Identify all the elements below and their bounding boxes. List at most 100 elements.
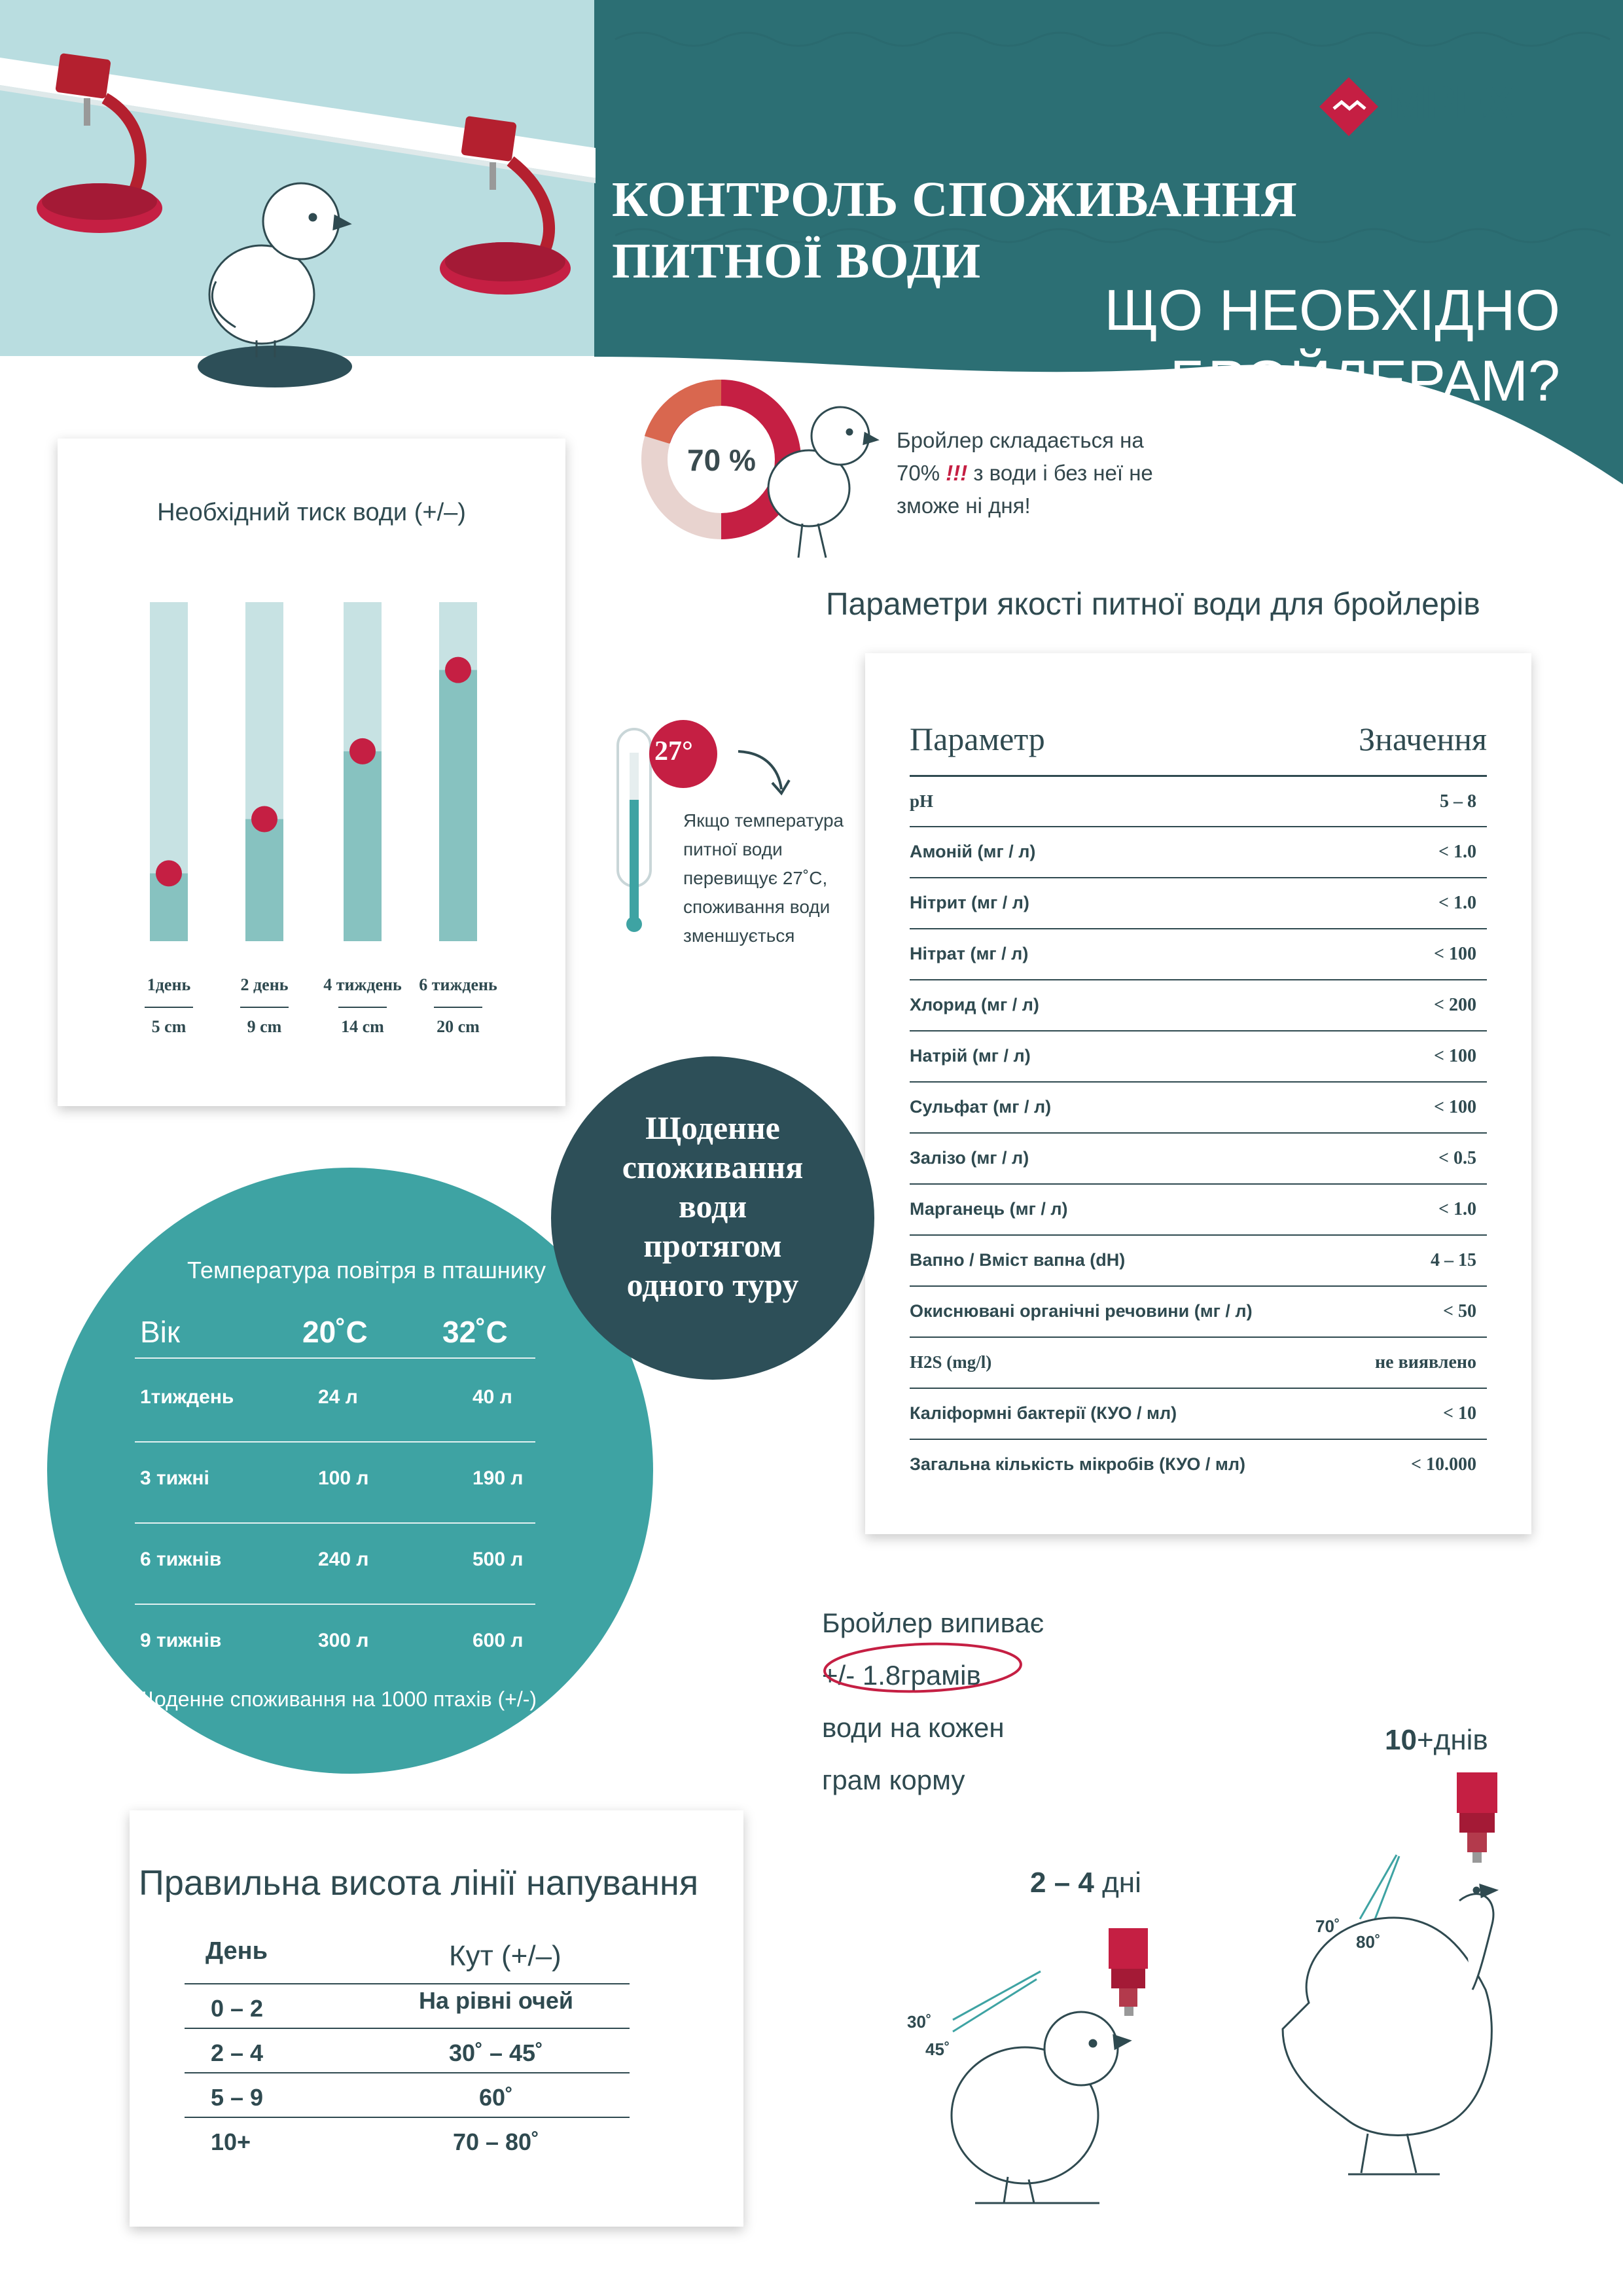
quality-param-name: Вапно / Вміст вапна (dH) (910, 1250, 1126, 1270)
feed-ratio-text: Бройлер випиває +/- 1.8грамів води на ко… (822, 1597, 1044, 1806)
daily-consumption-circle (551, 1056, 874, 1380)
quality-param-value: < 1.0 (1438, 893, 1476, 913)
pressure-day-label: 4 тиждень (323, 975, 402, 994)
line-height-day: 5 – 9 (211, 2084, 264, 2111)
air-cell-t20: 300 л (318, 1630, 369, 1651)
air-col-age: Вік (140, 1315, 181, 1349)
water-percent-label: 70 % (687, 443, 756, 477)
air-row-divider (135, 1604, 535, 1605)
adult-angle-a: 70˚ (1315, 1916, 1340, 1936)
air-cell-t32: 500 л (473, 1549, 524, 1570)
table-row: Нітрат (мг / л) < 100 (910, 928, 1487, 980)
air-cell-t32: 190 л (473, 1467, 524, 1489)
quality-param-value: < 100 (1434, 1046, 1476, 1066)
quality-param-name: Залізо (мг / л) (910, 1148, 1029, 1168)
line-height-card: Правильна висота лінії напування День Ку… (130, 1810, 743, 2227)
daily-line2: споживання (622, 1149, 804, 1185)
table-row: Амоній (мг / л) < 1.0 (910, 826, 1487, 878)
table-row: Окиснювані органічні речовини (мг / л) < … (910, 1285, 1487, 1338)
table-row: Залізо (мг / л) < 0.5 (910, 1132, 1487, 1185)
quality-param-value: < 1.0 (1438, 1199, 1476, 1219)
air-cell-age: 3 тижні (140, 1467, 209, 1489)
line-height-day: 10+ (211, 2128, 251, 2155)
quality-param-value: < 100 (1434, 1097, 1476, 1117)
pressure-fill (344, 751, 382, 941)
pressure-title: Необхідний тиск води (+/–) (157, 499, 466, 526)
table-row: pH 5 – 8 (910, 775, 1487, 828)
table-row: Вапно / Вміст вапна (dH) 4 – 15 (910, 1234, 1487, 1287)
quality-param-name: Хлорид (мг / л) (910, 995, 1039, 1014)
header-question-line1: ЩО НЕОБХІДНО (1104, 278, 1560, 342)
young-chick-label: 2 – 4 дні (1030, 1867, 1141, 1899)
pressure-divider (240, 1007, 289, 1008)
quality-param-name: Загальна кількість мікробів (КУО / мл) (910, 1454, 1246, 1474)
pressure-value-label: 14 cm (341, 1017, 384, 1036)
adult-broiler-label-num: 10 (1385, 1724, 1417, 1756)
air-row-divider (135, 1441, 535, 1443)
daily-consumption-text: Щоденне споживання води протягом одного … (551, 1108, 874, 1304)
air-cell-age: 6 тижнів (140, 1549, 222, 1570)
daily-line5: одного туру (626, 1266, 799, 1303)
quality-param-value: 5 – 8 (1440, 791, 1476, 812)
quality-param-value: < 50 (1443, 1301, 1476, 1321)
table-row: Каліформні бактерії (КУО / мл) < 10 (910, 1388, 1487, 1440)
water-fact-highlight: !!! (946, 461, 968, 485)
pressure-divider (434, 1007, 482, 1008)
impex-diamond-icon (1319, 77, 1378, 136)
quality-param-value: 4 – 15 (1431, 1250, 1476, 1270)
air-cell-t20: 100 л (318, 1467, 369, 1489)
air-temperature-circle (47, 1168, 653, 1774)
line-height-divider (185, 2072, 630, 2073)
quality-header-value: Значення (1359, 721, 1487, 757)
water-fact-text: Бройлер складається на 70% !!! з води і … (897, 424, 1171, 522)
young-angle-a: 30˚ (907, 2012, 932, 2032)
air-cell-t32: 600 л (473, 1630, 524, 1651)
table-row: Нітрит (мг / л) < 1.0 (910, 877, 1487, 929)
quality-header-param: Параметр (910, 721, 1045, 757)
temperature-note: Якщо температура питної води перевищує 2… (683, 810, 844, 946)
quality-param-name: Нітрат (мг / л) (910, 944, 1029, 963)
pressure-day-label: 2 день (240, 975, 289, 994)
quality-param-value: < 100 (1434, 944, 1476, 964)
young-chick-label-unit: дні (1102, 1867, 1141, 1899)
adult-broiler-label-unit: +днів (1416, 1724, 1488, 1756)
table-row: Хлорид (мг / л) < 200 (910, 979, 1487, 1031)
page-title-line1: КОНТРОЛЬ СПОЖИВАННЯ (612, 172, 1298, 227)
pressure-fill (439, 670, 477, 941)
air-row-divider (135, 1522, 535, 1524)
quality-table: Параметр Значення pH 5 – 8 Амоній (мг / л)… (865, 653, 1531, 1534)
pressure-day-label: 6 тиждень (419, 975, 497, 994)
air-col-32: 32˚C (442, 1315, 508, 1349)
pressure-divider (338, 1007, 387, 1008)
quality-param-value: < 1.0 (1438, 842, 1476, 862)
line-height-col-day: День (205, 1937, 268, 1965)
air-cell-t20: 24 л (318, 1386, 358, 1408)
air-cell-age: 1тиждень (140, 1386, 234, 1408)
table-row: H2S (mg/l) не виявлено (910, 1336, 1487, 1389)
line-height-angle: 60˚ (478, 2084, 514, 2111)
quality-param-name: Натрій (мг / л) (910, 1046, 1031, 1066)
pressure-marker (251, 806, 277, 833)
pressure-marker (445, 656, 471, 683)
pressure-value-label: 5 cm (151, 1017, 187, 1036)
header-question: ЩО НЕОБХІДНО БРОЙЛЕРАМ? (1104, 275, 1560, 416)
pressure-fill (245, 819, 283, 941)
feed-ratio-line4: грам корму (822, 1765, 965, 1795)
air-cell-age: 9 тижнів (140, 1630, 222, 1651)
header-question-line2: БРОЙЛЕРАМ? (1169, 348, 1560, 413)
air-cell-t32: 40 л (473, 1386, 512, 1408)
quality-param-value: < 10.000 (1411, 1454, 1476, 1475)
daily-line1: Щоденне (645, 1109, 780, 1146)
table-row: Марганець (мг / л) < 1.0 (910, 1183, 1487, 1236)
feed-ratio-line1: Бройлер випиває (822, 1607, 1044, 1638)
adult-broiler-label: 10+днів (1385, 1724, 1488, 1757)
line-height-day: 2 – 4 (211, 2039, 264, 2066)
water-fact-after: з води і без неї не зможе ні дня! (897, 461, 1153, 518)
line-height-angle: 70 – 80˚ (452, 2128, 540, 2155)
pressure-divider (145, 1007, 193, 1008)
